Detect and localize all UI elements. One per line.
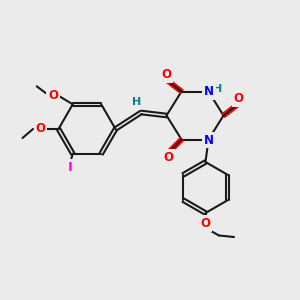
- Text: O: O: [35, 122, 46, 136]
- Text: I: I: [67, 161, 72, 174]
- Text: O: O: [200, 217, 211, 230]
- Text: H: H: [132, 97, 141, 107]
- Text: N: N: [204, 85, 214, 98]
- Text: O: O: [233, 92, 244, 106]
- Text: O: O: [163, 151, 173, 164]
- Text: O: O: [161, 68, 172, 82]
- Text: H: H: [213, 83, 222, 94]
- Text: N: N: [203, 134, 214, 147]
- Text: O: O: [48, 89, 58, 102]
